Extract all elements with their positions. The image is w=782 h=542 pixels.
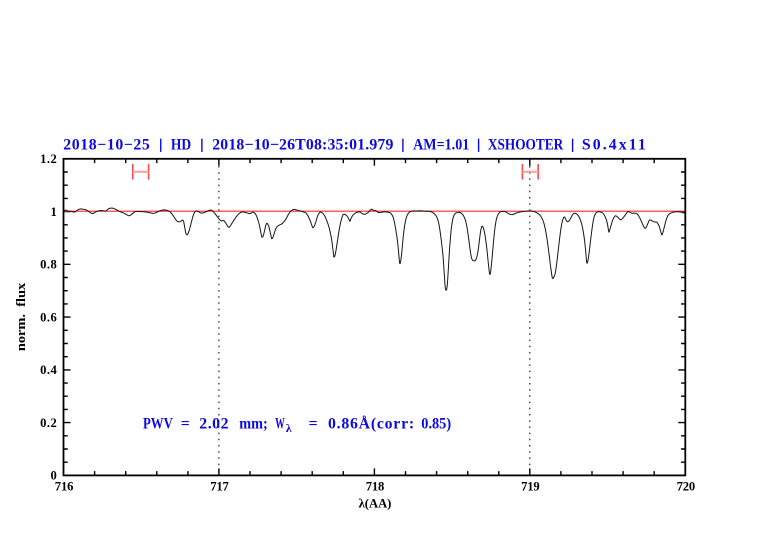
svg-text:0.6: 0.6 xyxy=(40,310,57,324)
svg-text:717: 717 xyxy=(210,479,229,493)
svg-text:0.2: 0.2 xyxy=(40,416,57,430)
svg-text:λ: λ xyxy=(286,421,292,435)
svg-text:W: W xyxy=(275,416,285,433)
svg-text:2018−10−25: 2018−10−25 xyxy=(63,136,150,153)
svg-text:719: 719 xyxy=(521,479,540,493)
svg-text:AM=1.01: AM=1.01 xyxy=(413,136,469,153)
svg-text:0.4: 0.4 xyxy=(40,363,57,377)
svg-text:0.85): 0.85) xyxy=(421,416,451,433)
svg-text:718: 718 xyxy=(366,479,385,493)
svg-text:0.8: 0.8 xyxy=(40,258,57,272)
svg-text:S0.4x11: S0.4x11 xyxy=(582,136,646,153)
svg-text:=: = xyxy=(309,416,318,433)
svg-text:PWV: PWV xyxy=(143,416,173,433)
svg-text:XSHOOTER: XSHOOTER xyxy=(488,136,564,153)
svg-text:0.86Å(corr:: 0.86Å(corr: xyxy=(328,415,414,433)
svg-text:1: 1 xyxy=(51,205,57,219)
svg-text:λ(AA): λ(AA) xyxy=(359,497,392,511)
svg-text:716: 716 xyxy=(55,479,74,493)
svg-text:HD: HD xyxy=(171,136,191,153)
svg-text:2.02: 2.02 xyxy=(199,416,228,433)
svg-text:=: = xyxy=(181,416,190,433)
svg-text:0: 0 xyxy=(51,469,57,483)
svg-text:1.2: 1.2 xyxy=(40,152,57,166)
svg-text:2018−10−26T08:35:01.979: 2018−10−26T08:35:01.979 xyxy=(212,136,393,153)
svg-text:norm. flux: norm. flux xyxy=(14,282,28,351)
svg-text:720: 720 xyxy=(677,479,696,493)
svg-text:mm;: mm; xyxy=(239,416,267,433)
